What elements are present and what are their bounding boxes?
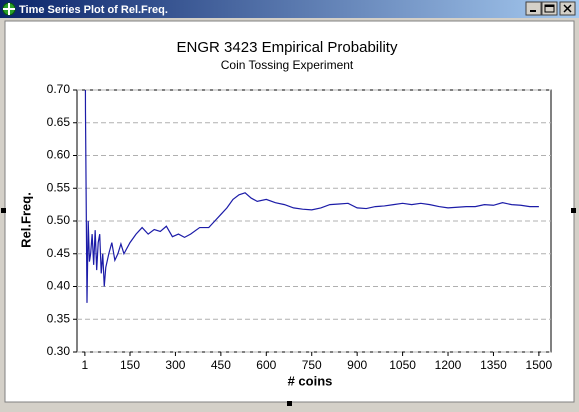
y-tick-label: 0.35: [47, 311, 71, 325]
y-tick-label: 0.50: [47, 213, 71, 227]
title-bar: [0, 0, 579, 18]
resize-handle[interactable]: [287, 401, 292, 406]
close-button[interactable]: [559, 1, 576, 16]
x-tick-label: 300: [165, 358, 185, 372]
resize-handle[interactable]: [571, 208, 576, 213]
x-tick-label: 1050: [389, 358, 416, 372]
y-tick-label: 0.70: [47, 82, 71, 96]
chart-title: ENGR 3423 Empirical Probability: [177, 39, 398, 56]
y-tick-label: 0.45: [47, 246, 71, 260]
chart-subtitle: Coin Tossing Experiment: [221, 58, 354, 72]
data-line: [84, 90, 539, 303]
y-axis-label: Rel.Freq.: [18, 192, 33, 248]
y-tick-label: 0.55: [47, 180, 71, 194]
x-tick-label: 1200: [435, 358, 462, 372]
window-title: Time Series Plot of Rel.Freq.: [19, 4, 168, 16]
x-tick-label: 600: [256, 358, 276, 372]
maximize-button[interactable]: [541, 1, 558, 16]
x-axis-label: # coins: [288, 373, 333, 388]
y-tick-label: 0.60: [47, 148, 71, 162]
x-tick-label: 150: [120, 358, 140, 372]
y-tick-label: 0.65: [47, 115, 71, 129]
x-tick-label: 900: [347, 358, 367, 372]
y-tick-label: 0.30: [47, 344, 71, 358]
window-icon: [2, 2, 16, 16]
x-tick-label: 750: [302, 358, 322, 372]
y-tick-label: 0.40: [47, 279, 71, 293]
x-tick-label: 450: [211, 358, 231, 372]
x-tick-label: 1500: [526, 358, 553, 372]
x-tick-label: 1350: [480, 358, 507, 372]
minimize-button[interactable]: [525, 1, 542, 16]
resize-handle[interactable]: [1, 208, 6, 213]
x-tick-label: 1: [82, 358, 89, 372]
